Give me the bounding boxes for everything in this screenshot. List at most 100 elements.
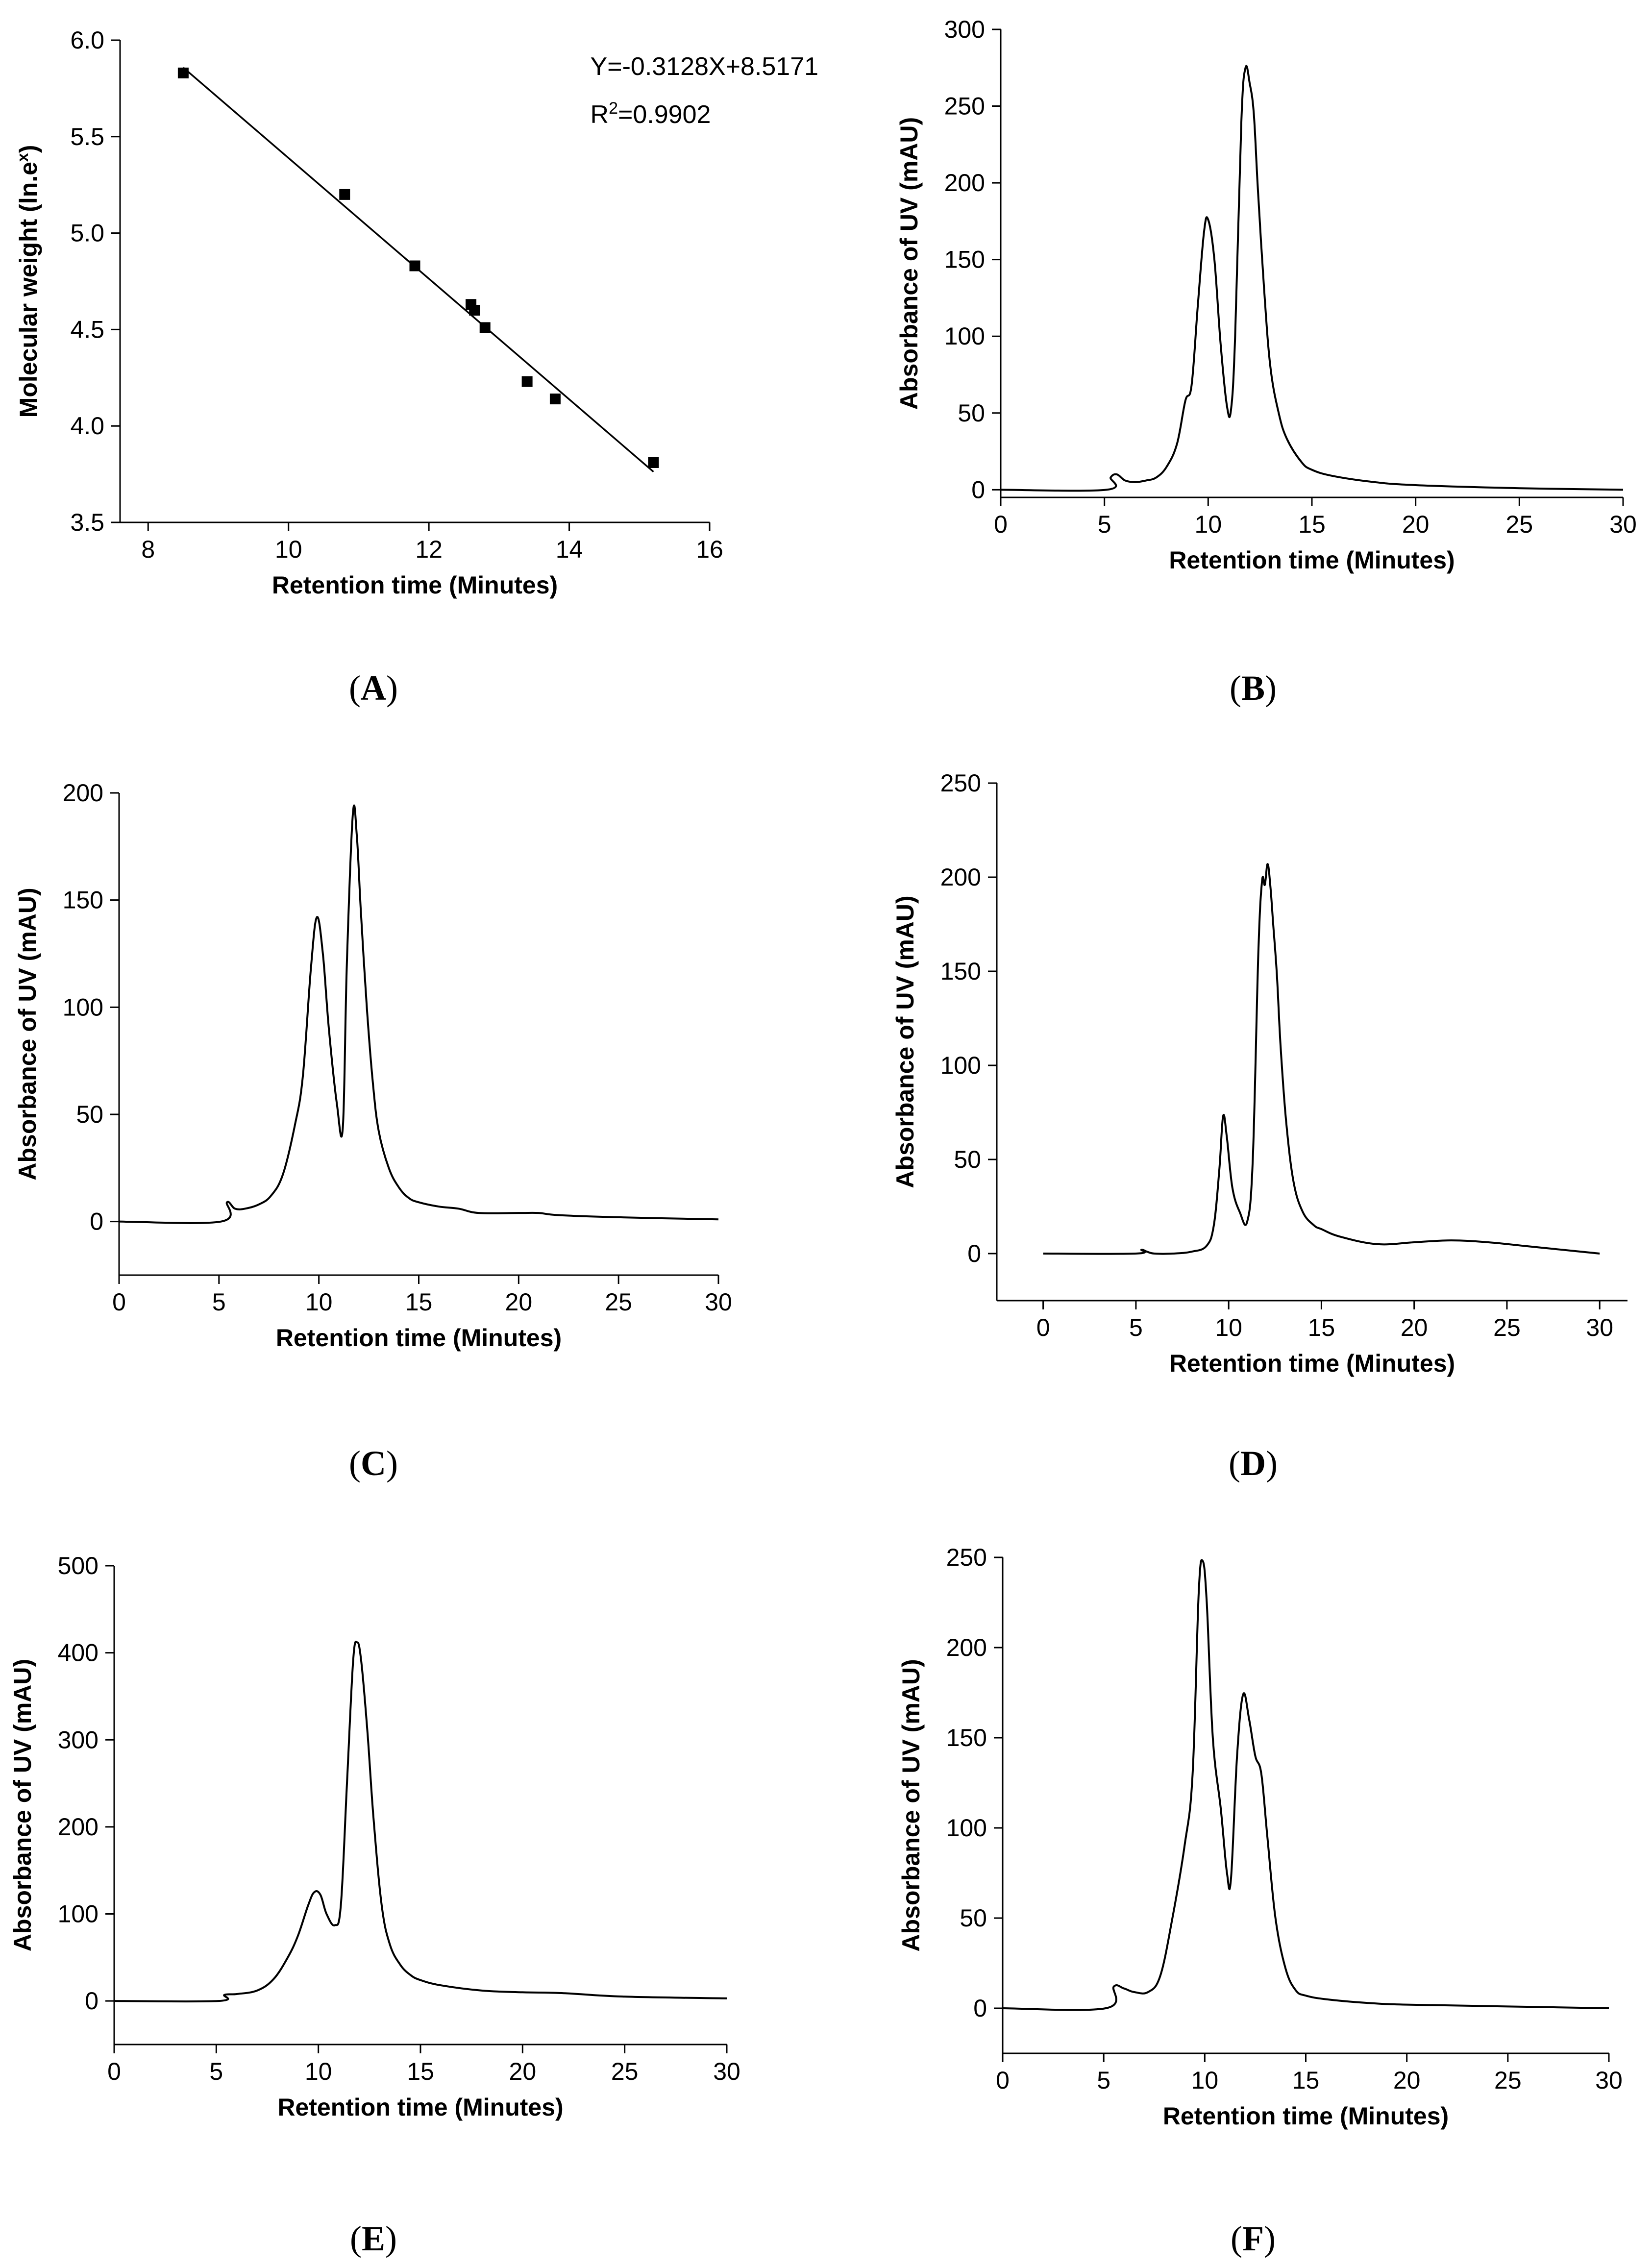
x-tick-label: 0 xyxy=(107,2058,121,2085)
panel-c: 0 5 10 15 20 25 30 0 50 100 150 200 Retention time (… xyxy=(14,779,732,1483)
x-tick-label: 25 xyxy=(611,2058,639,2085)
y-tick-label: 4.5 xyxy=(70,316,104,343)
data-point xyxy=(648,457,659,468)
y-tick-label: 150 xyxy=(63,887,103,914)
y-axis-title: Absorbance of UV (mAU) xyxy=(9,1659,36,1951)
panel-label: (D) xyxy=(1229,1444,1278,1483)
data-point xyxy=(469,305,480,316)
x-tick-label: 10 xyxy=(1191,2067,1219,2094)
x-tick-label: 10 xyxy=(305,1288,333,1316)
panel-label: (A) xyxy=(349,668,398,708)
series-line-e xyxy=(114,1640,727,2003)
x-tick-label: 25 xyxy=(1506,511,1533,538)
x-tick-label: 15 xyxy=(1292,2067,1320,2094)
x-tick-label: 8 xyxy=(141,536,155,563)
y-axis-title: Absorbance of UV (mAU) xyxy=(895,117,923,410)
data-point xyxy=(339,189,350,200)
x-tick-label: 25 xyxy=(605,1288,632,1316)
x-tick-label: 12 xyxy=(415,536,443,563)
y-tick-label: 0 xyxy=(973,1995,987,2022)
x-tick-label: 10 xyxy=(275,536,302,563)
x-axis-title: Retention time (Minutes) xyxy=(277,2094,563,2121)
x-tick-label: 5 xyxy=(1097,2067,1110,2094)
x-tick-label: 30 xyxy=(705,1288,732,1316)
y-tick-label: 200 xyxy=(940,863,981,891)
series-line-f xyxy=(1002,1559,1609,2011)
y-tick-label: 0 xyxy=(90,1208,103,1235)
data-point xyxy=(409,260,420,271)
x-tick-label: 30 xyxy=(713,2058,740,2085)
x-tick-label: 20 xyxy=(1401,1314,1428,1341)
y-axis-title: Absorbance of UV (mAU) xyxy=(14,887,41,1180)
panel-b: 0 5 10 15 20 25 30050100150200250300Retention … xyxy=(895,16,1637,708)
y-tick-label: 200 xyxy=(58,1813,99,1841)
x-tick-label: 0 xyxy=(994,511,1008,538)
data-point xyxy=(521,376,533,387)
y-tick-label: 200 xyxy=(946,1634,987,1661)
data-point xyxy=(549,394,561,405)
x-tick-label: 15 xyxy=(405,1288,433,1316)
y-tick-label: 300 xyxy=(944,16,985,43)
x-tick-label: 0 xyxy=(996,2067,1010,2094)
y-axis-title: Absorbance of UV (mAU) xyxy=(897,1659,925,1951)
y-tick-label: 100 xyxy=(58,1900,99,1928)
y-tick-label: 0 xyxy=(971,476,985,503)
y-tick-label: 0 xyxy=(85,1987,99,2015)
panel-a: 8 10 12 14 16 3.5 4.0 4.5 5.0 5.5 6.0 Retention tim… xyxy=(14,26,818,708)
panel-label: (F) xyxy=(1231,2219,1276,2258)
panel-label: (E) xyxy=(350,2219,397,2258)
x-tick-label: 0 xyxy=(112,1288,126,1316)
x-tick-label: 20 xyxy=(509,2058,537,2085)
fit-equation: Y=-0.3128X+8.5171 xyxy=(591,52,819,81)
panel-label: (C) xyxy=(349,1444,398,1483)
panel-f: 0 5 10 15 20 25 30 0 50 100 150 200 250 Retention tim… xyxy=(897,1544,1623,2258)
x-tick-label: 20 xyxy=(1393,2067,1421,2094)
series-line-d xyxy=(1043,863,1600,1255)
x-tick-label: 15 xyxy=(1308,1314,1335,1341)
y-tick-label: 3.5 xyxy=(70,509,104,536)
fit-r-squared: R2=0.9902 xyxy=(591,99,711,129)
y-axis-title: Absorbance of UV (mAU) xyxy=(891,895,919,1188)
x-tick-label: 15 xyxy=(1298,511,1326,538)
x-axis-title: Retention time (Minutes) xyxy=(276,1324,562,1352)
y-tick-label: 4.0 xyxy=(70,412,104,440)
y-tick-label: 150 xyxy=(940,958,981,985)
y-tick-label: 100 xyxy=(946,1814,987,1842)
data-point xyxy=(479,322,491,333)
x-tick-label: 5 xyxy=(212,1288,226,1316)
x-tick-label: 30 xyxy=(1609,511,1637,538)
x-axis-title: Retention time (Minutes) xyxy=(1169,546,1455,574)
y-tick-label: 100 xyxy=(940,1052,981,1079)
y-tick-label: 0 xyxy=(967,1240,981,1267)
x-tick-label: 20 xyxy=(505,1288,533,1316)
x-tick-label: 10 xyxy=(1215,1314,1242,1341)
y-tick-label: 300 xyxy=(58,1726,99,1753)
y-axis-title: Molecular weight (ln.ex) xyxy=(14,145,42,418)
x-axis-title: Retention time (Minutes) xyxy=(1163,2102,1449,2130)
y-tick-label: 50 xyxy=(958,399,985,427)
panel-label: (B) xyxy=(1230,668,1277,708)
x-axis-title: Retention time (Minutes) xyxy=(1169,1350,1455,1377)
panel-d: 0 5 10 15 20 25 30 0 50 100 150 200 250 Retention tim… xyxy=(891,769,1627,1483)
x-tick-label: 5 xyxy=(209,2058,223,2085)
y-tick-label: 50 xyxy=(960,1904,987,1932)
x-tick-label: 30 xyxy=(1595,2067,1623,2094)
y-tick-label: 250 xyxy=(940,769,981,797)
y-tick-label: 500 xyxy=(58,1552,99,1579)
y-tick-label: 400 xyxy=(58,1639,99,1667)
series-line-b xyxy=(1000,65,1624,492)
y-tick-label: 250 xyxy=(946,1544,987,1571)
y-tick-label: 50 xyxy=(76,1101,103,1128)
x-tick-label: 5 xyxy=(1129,1314,1143,1341)
x-tick-label: 20 xyxy=(1402,511,1430,538)
series-line-c xyxy=(119,804,719,1224)
x-tick-label: 0 xyxy=(1036,1314,1050,1341)
y-tick-label: 200 xyxy=(944,169,985,197)
x-tick-label: 5 xyxy=(1098,511,1111,538)
y-tick-label: 150 xyxy=(946,1724,987,1751)
y-tick-label: 5.0 xyxy=(70,220,104,247)
data-point xyxy=(177,67,189,78)
x-axis-title: Retention time (Minutes) xyxy=(272,571,558,599)
y-tick-label: 150 xyxy=(944,246,985,273)
